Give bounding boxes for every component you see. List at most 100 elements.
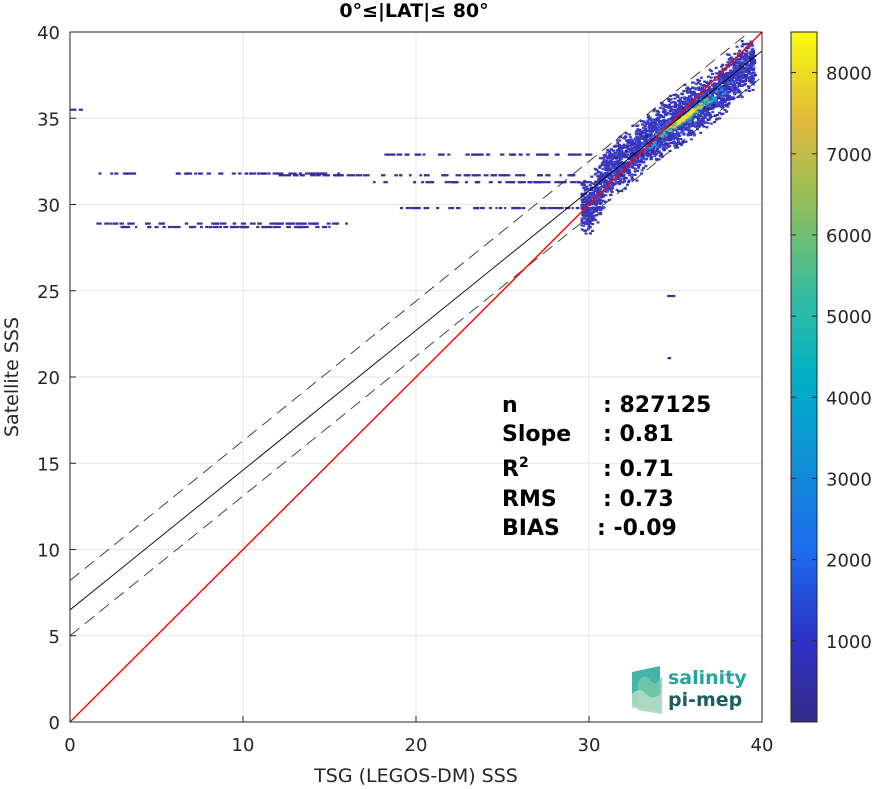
- density-cell: [707, 107, 711, 111]
- density-cell: [724, 88, 728, 91]
- density-cell: [689, 133, 693, 137]
- density-cell: [648, 148, 652, 152]
- density-cell: [223, 225, 229, 229]
- density-cell: [648, 135, 652, 138]
- density-cell: [640, 123, 644, 126]
- density-cell: [711, 110, 715, 114]
- density-cell: [592, 217, 596, 220]
- density-cell: [218, 172, 224, 175]
- stat-value-n: : 827125: [603, 393, 711, 418]
- density-cell: [710, 93, 714, 96]
- density-cell: [595, 214, 599, 217]
- density-cell: [672, 136, 676, 139]
- density-cell: [663, 112, 667, 116]
- density-cell: [591, 207, 595, 211]
- density-cell: [595, 197, 599, 201]
- y-axis: 0 5 10 15 20 25 30 35 40: [37, 23, 76, 734]
- density-cell: [623, 180, 627, 183]
- density-cell: [655, 109, 659, 112]
- density-cell: [455, 174, 462, 177]
- density-cell: [741, 42, 745, 45]
- density-cell: [598, 174, 602, 177]
- density-cell: [671, 114, 675, 117]
- density-cell: [687, 117, 691, 120]
- density-cell: [713, 86, 717, 90]
- density-cell: [272, 225, 279, 229]
- density-cell: [740, 40, 744, 43]
- density-cell: [636, 169, 640, 172]
- density-cell: [640, 169, 644, 172]
- density-cell: [606, 165, 610, 168]
- density-cell: [705, 111, 709, 114]
- density-cell: [655, 159, 659, 162]
- density-cell: [593, 187, 597, 190]
- density-cell: [695, 110, 699, 114]
- density-cell: [584, 222, 588, 225]
- density-cell: [636, 141, 640, 144]
- density-cell: [750, 80, 754, 83]
- density-cell: [721, 63, 725, 66]
- density-cell: [750, 64, 754, 67]
- density-cell: [649, 133, 653, 137]
- density-cell: [671, 137, 675, 141]
- density-cell: [465, 153, 470, 156]
- density-cell: [678, 101, 682, 104]
- density-cell: [590, 188, 594, 192]
- density-cell: [619, 180, 623, 183]
- density-cell: [617, 176, 621, 179]
- density-cell: [751, 64, 755, 67]
- density-cell: [723, 108, 727, 112]
- density-cell: [717, 75, 721, 78]
- density-cell: [669, 98, 673, 101]
- density-cell: [667, 294, 671, 298]
- density-cell: [591, 223, 595, 226]
- density-cell: [715, 113, 719, 117]
- density-cell: [691, 114, 695, 117]
- density-cell: [631, 157, 635, 160]
- density-cell: [421, 181, 425, 184]
- density-cell: [615, 188, 619, 191]
- density-cell: [729, 56, 733, 59]
- density-cell: [741, 72, 745, 75]
- density-cell: [689, 112, 693, 116]
- density-cell: [706, 88, 710, 92]
- density-cell: [738, 49, 742, 52]
- density-cell: [698, 93, 702, 97]
- density-cell: [652, 140, 656, 143]
- density-cell: [626, 141, 630, 144]
- density-cell: [610, 175, 614, 178]
- density-cell: [641, 161, 645, 164]
- density-cell: [747, 67, 751, 71]
- density-cell: [628, 150, 632, 153]
- density-cell: [701, 112, 705, 115]
- density-cell: [667, 118, 671, 121]
- density-cell: [645, 140, 649, 143]
- density-cell: [658, 116, 662, 119]
- density-cell: [611, 165, 615, 168]
- density-cell: [632, 149, 636, 152]
- density-cell: [127, 222, 134, 225]
- density-cell: [697, 98, 701, 101]
- density-cell: [694, 125, 698, 128]
- density-cell: [624, 135, 628, 138]
- density-cell: [650, 149, 654, 153]
- density-cell: [709, 96, 713, 99]
- density-cell: [638, 163, 642, 167]
- density-cell: [735, 78, 739, 81]
- density-cell: [667, 134, 671, 138]
- density-cell: [521, 181, 526, 184]
- density-cell: [622, 174, 626, 177]
- density-cell: [131, 222, 135, 225]
- density-cell: [722, 86, 726, 89]
- density-cell: [293, 172, 297, 175]
- density-cell: [644, 132, 648, 136]
- density-cell: [748, 77, 752, 80]
- density-cell: [590, 229, 594, 233]
- density-cell: [685, 87, 689, 90]
- y-tick-label: 25: [37, 282, 60, 303]
- density-cell: [718, 117, 722, 120]
- density-cell: [321, 225, 326, 229]
- density-cell: [691, 122, 695, 125]
- density-cell: [244, 225, 249, 229]
- density-cell: [705, 126, 709, 129]
